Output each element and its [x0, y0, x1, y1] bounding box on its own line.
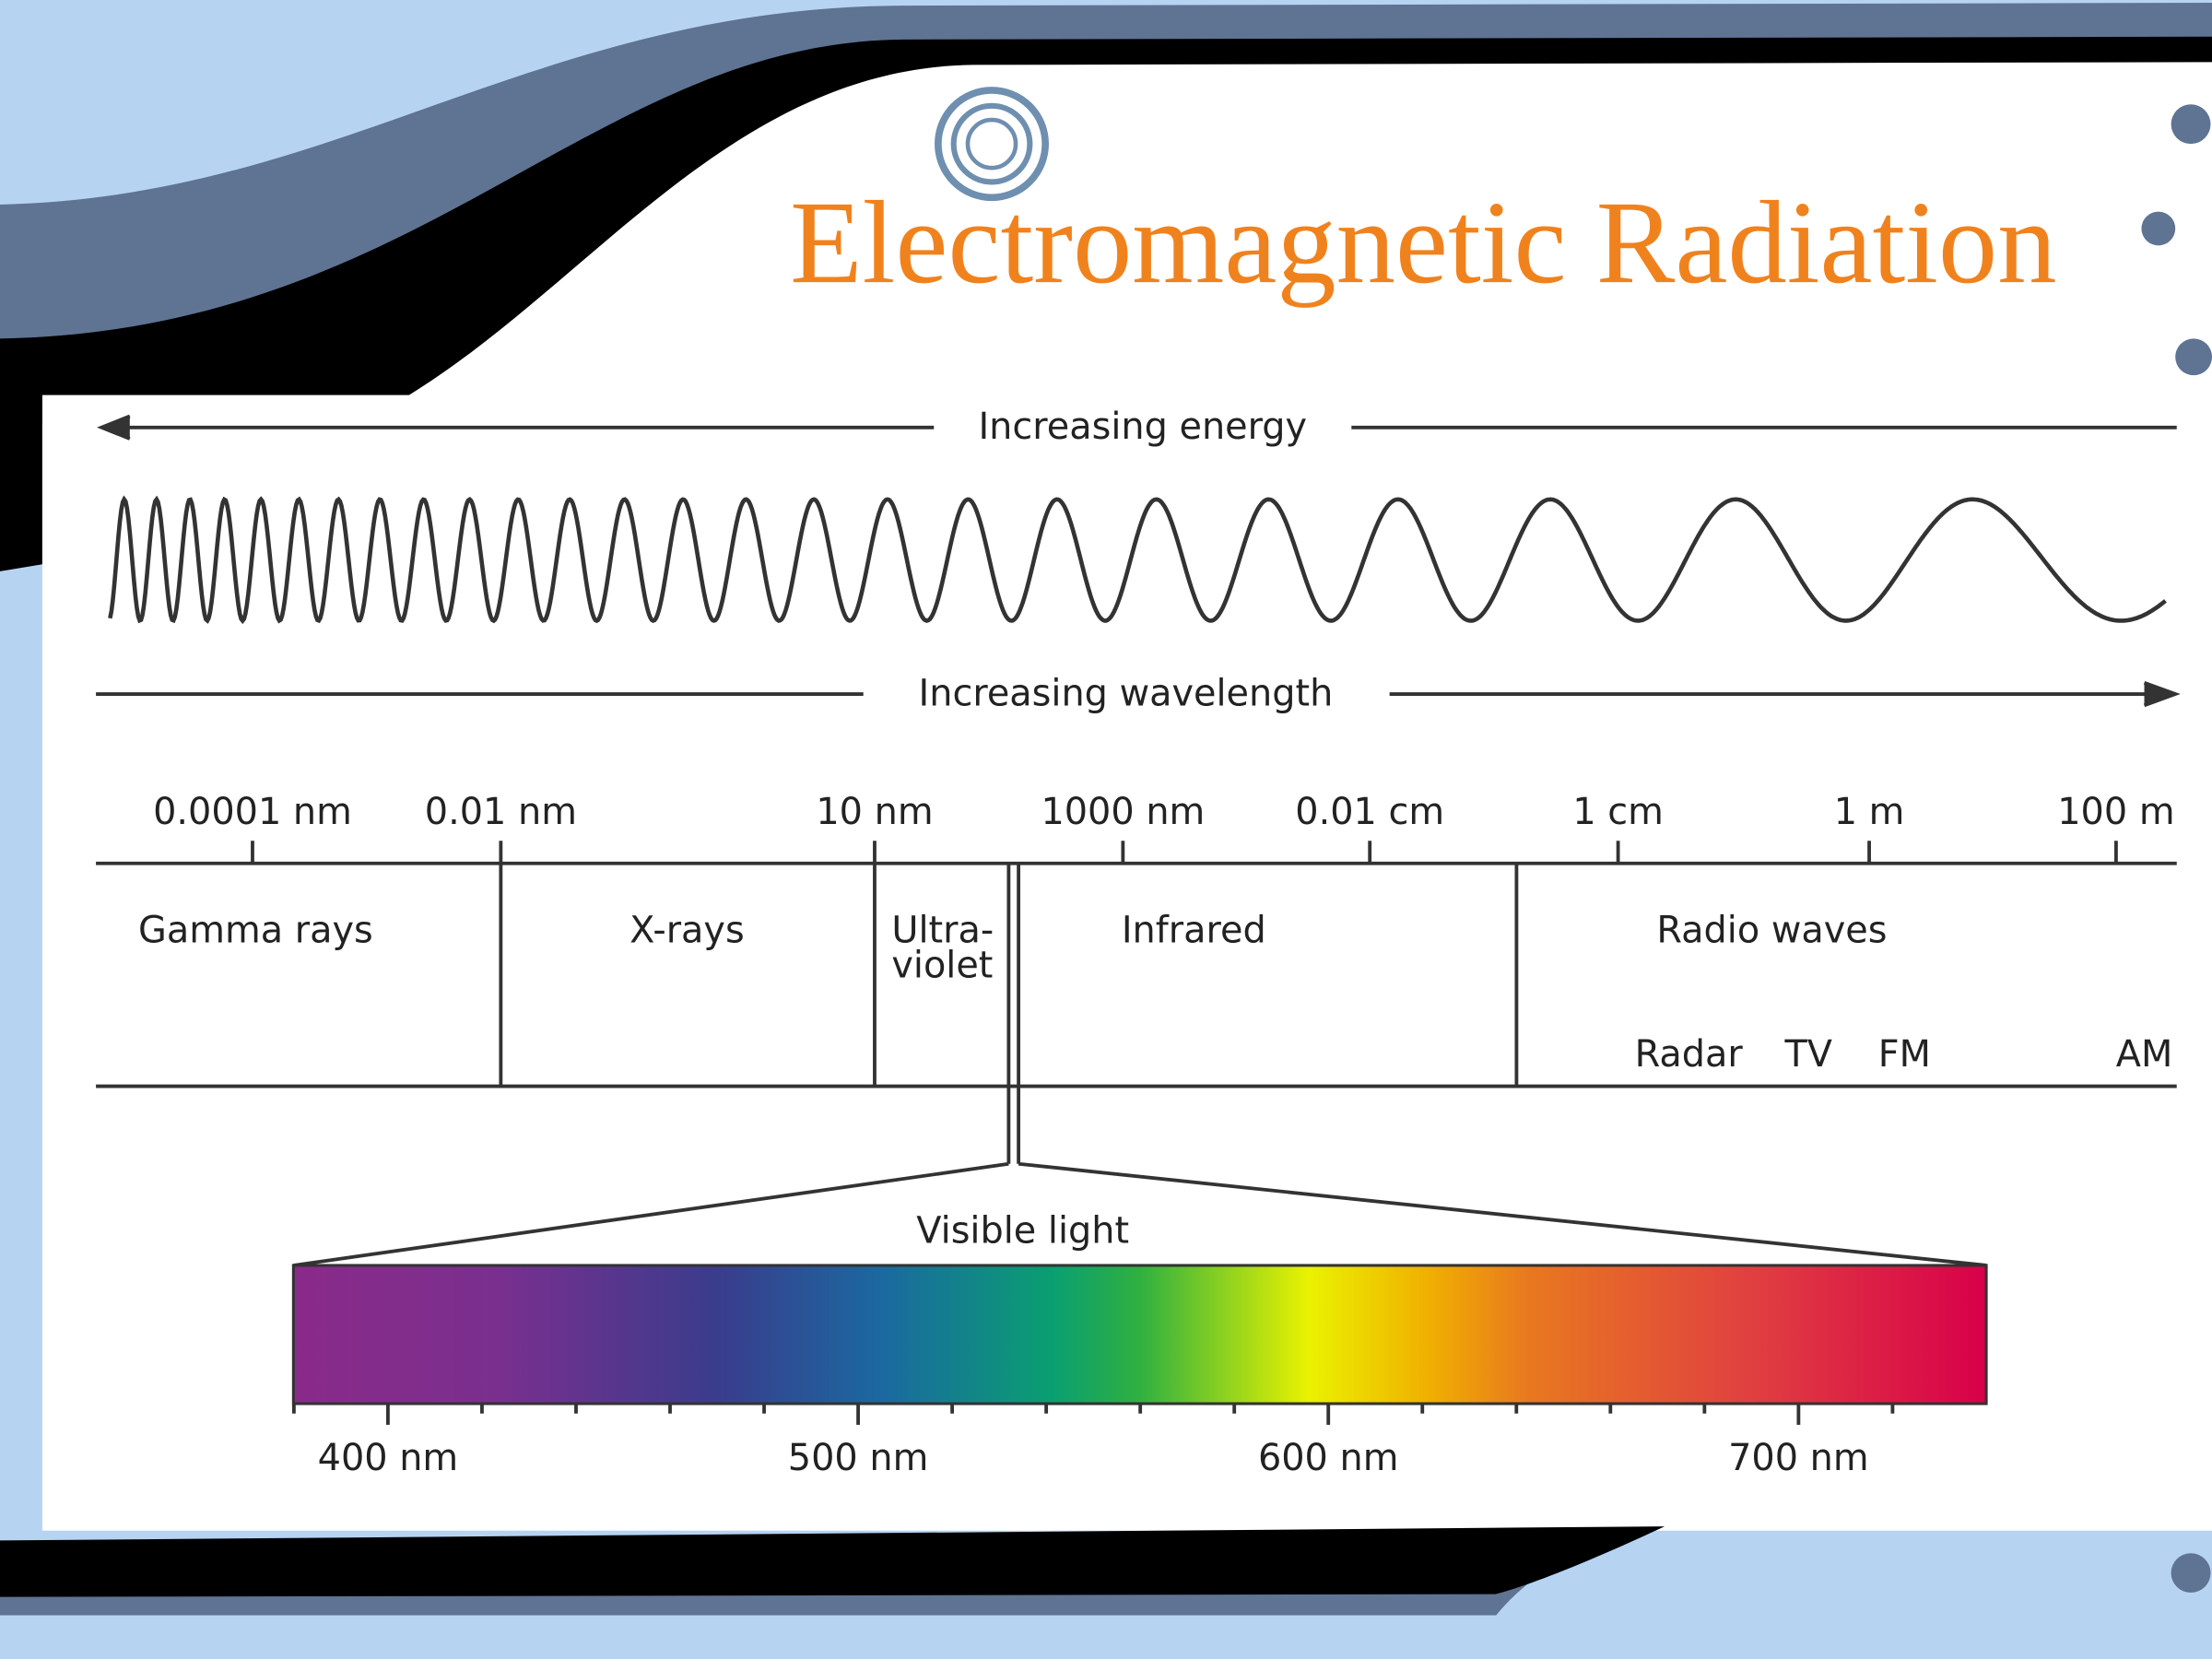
zoom-line [1018, 1161, 1987, 1267]
scale-label: 0.01 cm [1295, 791, 1444, 833]
scale-label: 10 nm [816, 791, 933, 833]
band-label: Radar [1635, 1033, 1744, 1076]
band [0, 1526, 1665, 1597]
region-label: Infrared [1122, 909, 1266, 951]
dots [2141, 104, 2212, 1594]
visible-tick-label: 600 nm [1258, 1437, 1399, 1479]
energy-label: Increasing energy [978, 406, 1307, 448]
band-label: AM [2116, 1033, 2173, 1076]
scale-label: 1 cm [1572, 791, 1664, 833]
scale-label: 1 m [1834, 791, 1905, 833]
scale-label: 0.0001 nm [153, 791, 352, 833]
visible-label: Visible light [916, 1209, 1129, 1252]
zoom-line [293, 1161, 1009, 1267]
wavelength-label: Increasing wavelength [919, 672, 1334, 714]
title: Electromagnetic Radiation [790, 176, 2056, 308]
region-label: X-rays [629, 909, 745, 951]
logo [935, 87, 1050, 202]
visible-tick-label: 400 nm [318, 1437, 459, 1479]
band-label: FM [1878, 1033, 1931, 1076]
band [0, 1615, 2212, 1659]
region-label: Radio waves [1656, 909, 1887, 951]
region-label: Gamma rays [138, 909, 373, 951]
scale-label: 1000 nm [1041, 791, 1205, 833]
visible-tick-label: 700 nm [1728, 1437, 1869, 1479]
band-label: TV [1783, 1033, 1832, 1076]
arrowhead [97, 414, 131, 441]
region-label: violet [891, 945, 993, 987]
band [0, 3, 2212, 353]
spectrum [291, 1264, 1988, 1406]
region-label: Ultra- [891, 909, 994, 951]
visible-tick-label: 500 nm [788, 1437, 929, 1479]
scale-label: 0.01 nm [425, 791, 577, 833]
scale-label: 100 m [2057, 791, 2174, 833]
wave [108, 495, 2167, 625]
arrowhead [2143, 681, 2181, 708]
